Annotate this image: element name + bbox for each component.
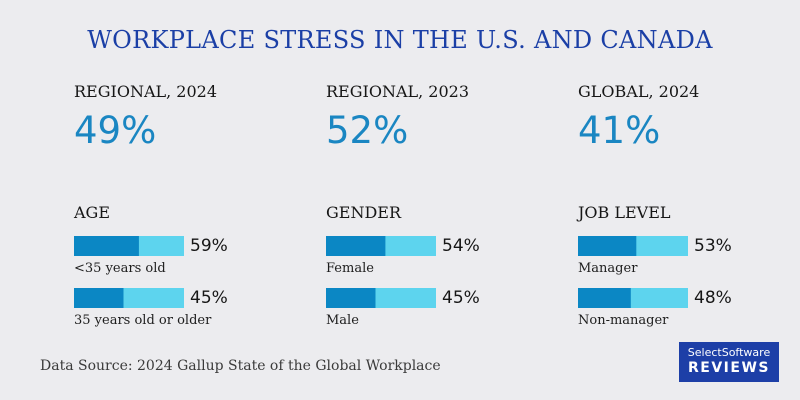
bar-fill xyxy=(578,236,637,256)
column-global-2024: GLOBAL, 2024 41% JOB LEVEL 53% Manager 4… xyxy=(578,80,788,340)
bar-row: 59% <35 years old xyxy=(74,236,284,288)
bar-fill xyxy=(326,288,376,308)
bar-svg xyxy=(578,236,688,256)
infographic-title: WORKPLACE STRESS IN THE U.S. AND CANADA xyxy=(87,26,713,54)
logo-text-bottom: REVIEWS xyxy=(688,360,770,376)
bar-value-label: 53% xyxy=(694,236,732,256)
bar-value-label: 45% xyxy=(190,288,228,308)
bar-value-label: 59% xyxy=(190,236,228,256)
bar-category-label: Non-manager xyxy=(578,313,669,328)
bar-svg xyxy=(74,288,184,308)
stat-value: 49% xyxy=(74,109,157,152)
bar-row: 45% Male xyxy=(326,288,536,340)
bar-category-label: <35 years old xyxy=(74,261,166,276)
bar-category-label: Male xyxy=(326,313,359,328)
bar-svg xyxy=(326,288,436,308)
bar-category-label: Manager xyxy=(578,261,638,276)
logo-text-top: SelectSoftware xyxy=(687,346,771,359)
bar-fill xyxy=(74,288,124,308)
bar-value-label: 45% xyxy=(442,288,480,308)
data-source-note: Data Source: 2024 Gallup State of the Gl… xyxy=(40,358,441,374)
stat-value: 41% xyxy=(578,109,661,152)
brand-logo[interactable]: SelectSoftware REVIEWS xyxy=(679,342,779,382)
stat-label: REGIONAL, 2024 xyxy=(74,82,218,101)
bar-fill xyxy=(74,236,139,256)
bar-row: 45% 35 years old or older xyxy=(74,288,284,340)
bar-fill xyxy=(326,236,386,256)
bar-category-label: 35 years old or older xyxy=(74,313,212,328)
bar-value-label: 54% xyxy=(442,236,480,256)
group-label: AGE xyxy=(74,203,111,222)
column-regional-2024: REGIONAL, 2024 49% AGE 59% <35 years old… xyxy=(74,80,284,340)
bar-value-label: 48% xyxy=(694,288,732,308)
bar-svg xyxy=(326,236,436,256)
bar-row: 54% Female xyxy=(326,236,536,288)
stat-label: REGIONAL, 2023 xyxy=(326,82,470,101)
bar-row: 53% Manager xyxy=(578,236,788,288)
bar-row: 48% Non-manager xyxy=(578,288,788,340)
bar-svg xyxy=(578,288,688,308)
stat-value: 52% xyxy=(326,109,409,152)
group-label: GENDER xyxy=(326,203,402,222)
bar-fill xyxy=(578,288,631,308)
bar-category-label: Female xyxy=(326,261,374,276)
column-regional-2023: REGIONAL, 2023 52% GENDER 54% Female 45%… xyxy=(326,80,536,340)
group-label: JOB LEVEL xyxy=(578,203,671,222)
bar-svg xyxy=(74,236,184,256)
stat-label: GLOBAL, 2024 xyxy=(578,82,700,101)
